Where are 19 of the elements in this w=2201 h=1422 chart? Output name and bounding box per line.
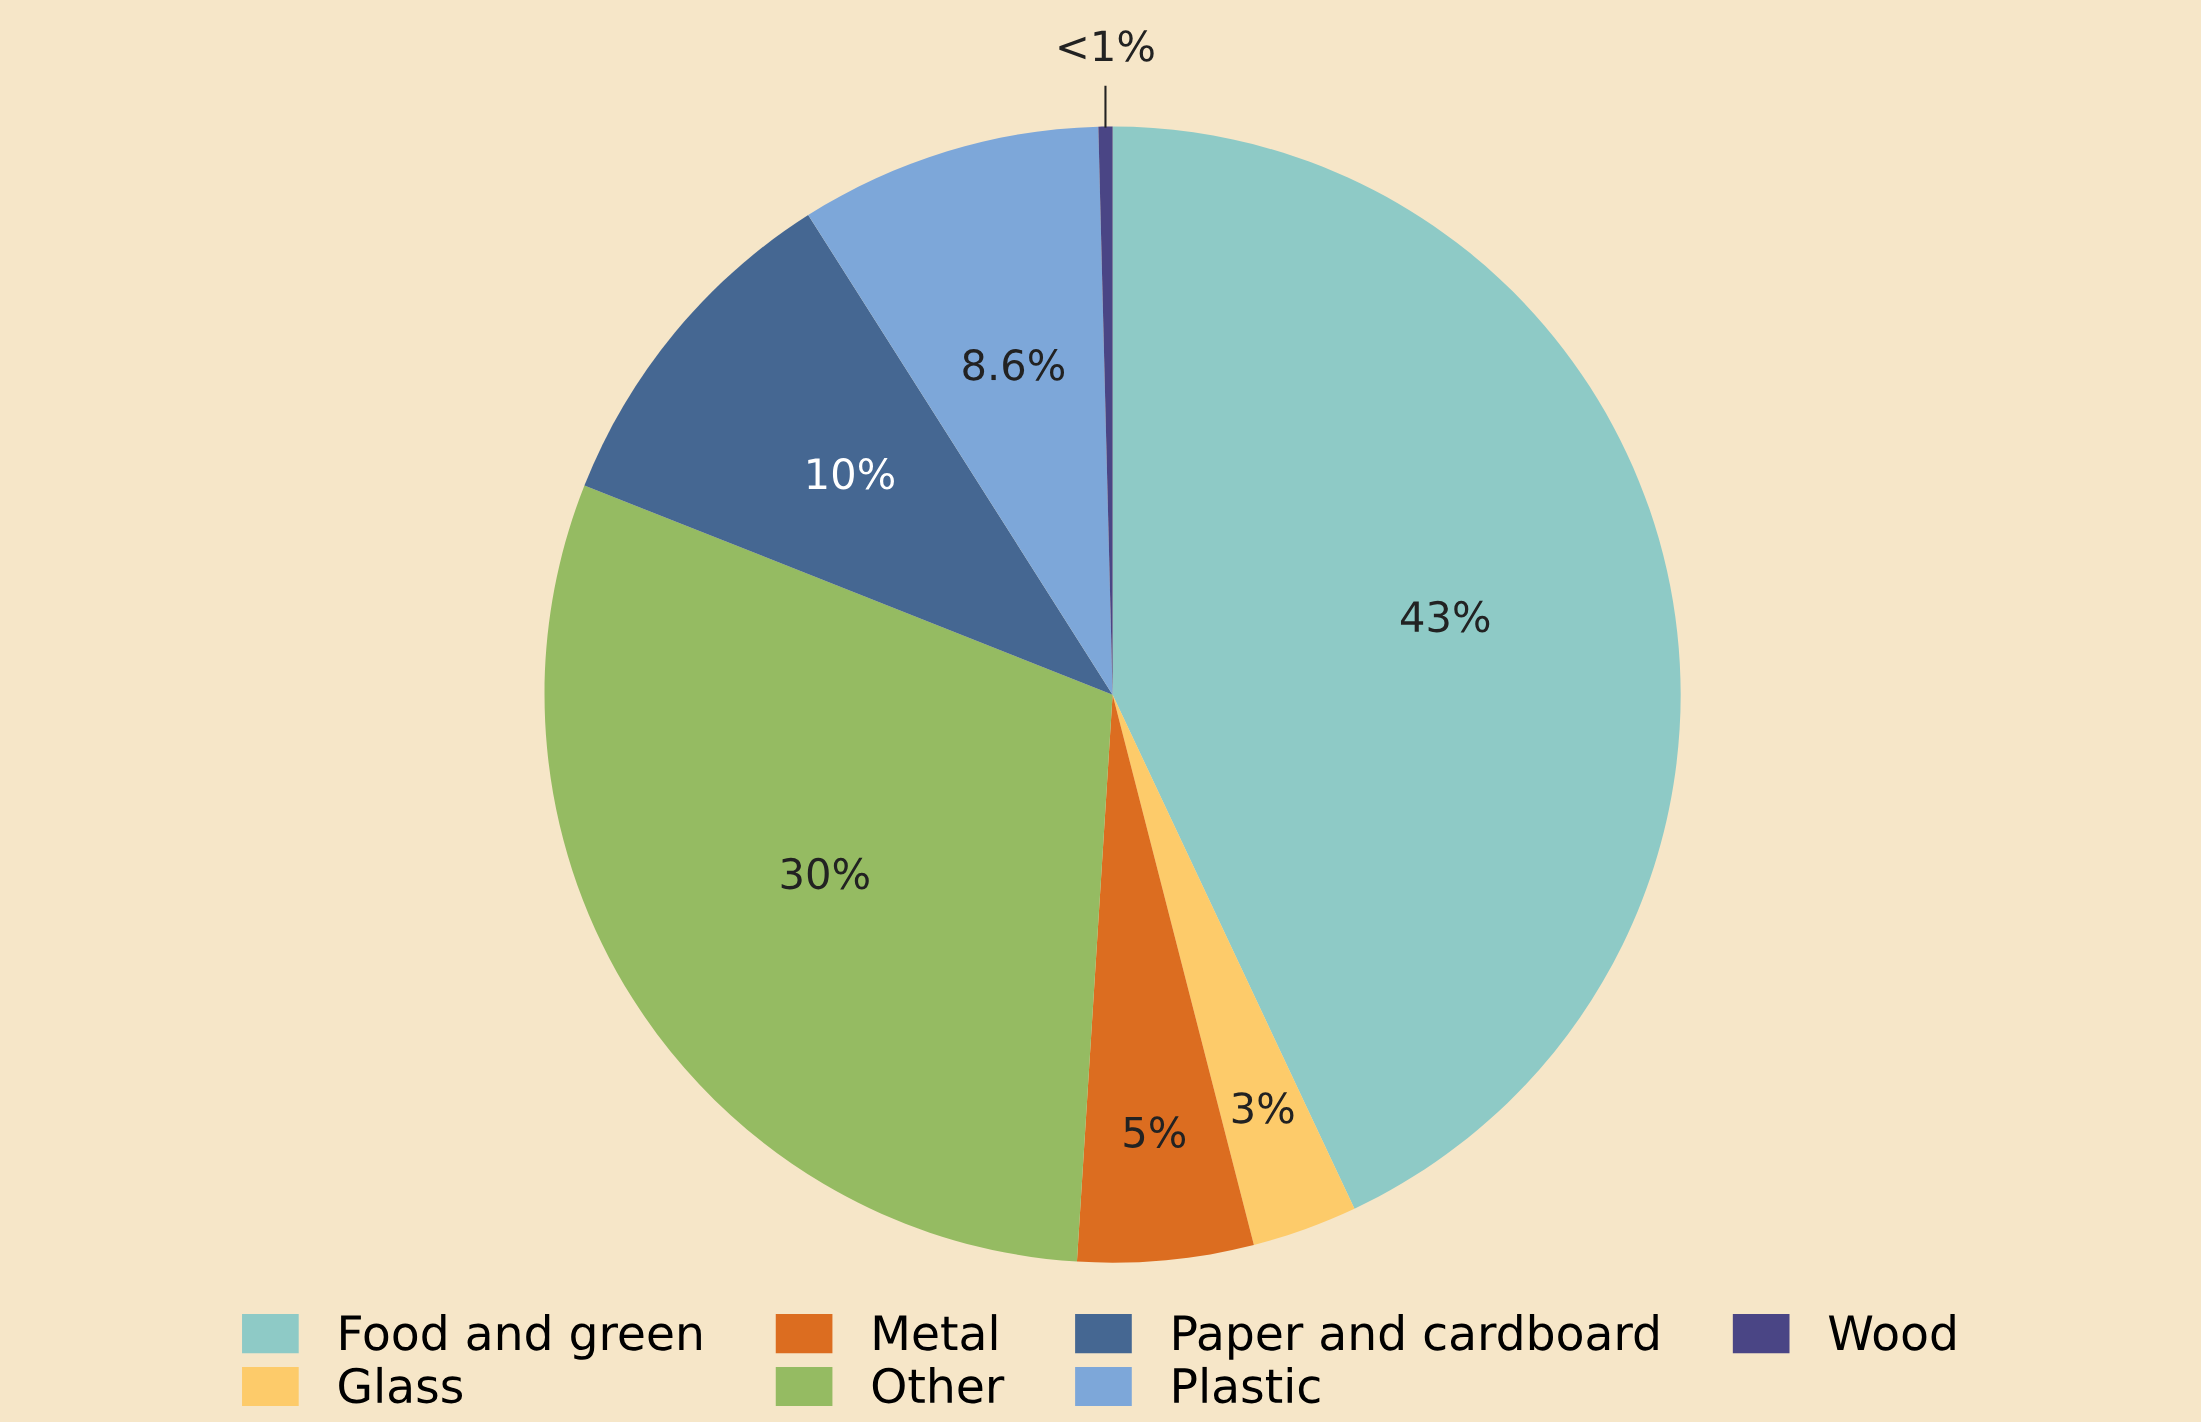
data-label: 3% (1232, 1092, 1294, 1124)
pie-slice (584, 214, 1113, 695)
data-label: 10% (808, 457, 894, 490)
data-label: 43% (1400, 600, 1490, 633)
pie-slice (1112, 694, 1355, 1245)
pie-slice (808, 126, 1113, 695)
legend-label: Food and green (341, 1314, 701, 1360)
data-label: 5% (1124, 1116, 1186, 1148)
legend-label: Other (872, 1366, 1005, 1404)
pie-slice (1098, 126, 1113, 695)
legend-label: Glass (339, 1366, 463, 1404)
legend-label: Paper and cardboard (1174, 1314, 1658, 1360)
legend-label: Wood (1828, 1314, 1955, 1351)
legend-label: Metal (874, 1314, 997, 1351)
data-label: 8.6% (963, 349, 1065, 381)
legend-label: Plastic (1174, 1366, 1320, 1404)
data-label: <1% (1059, 30, 1154, 62)
data-label: 30% (781, 857, 869, 890)
pie-slice (1112, 126, 1681, 1209)
